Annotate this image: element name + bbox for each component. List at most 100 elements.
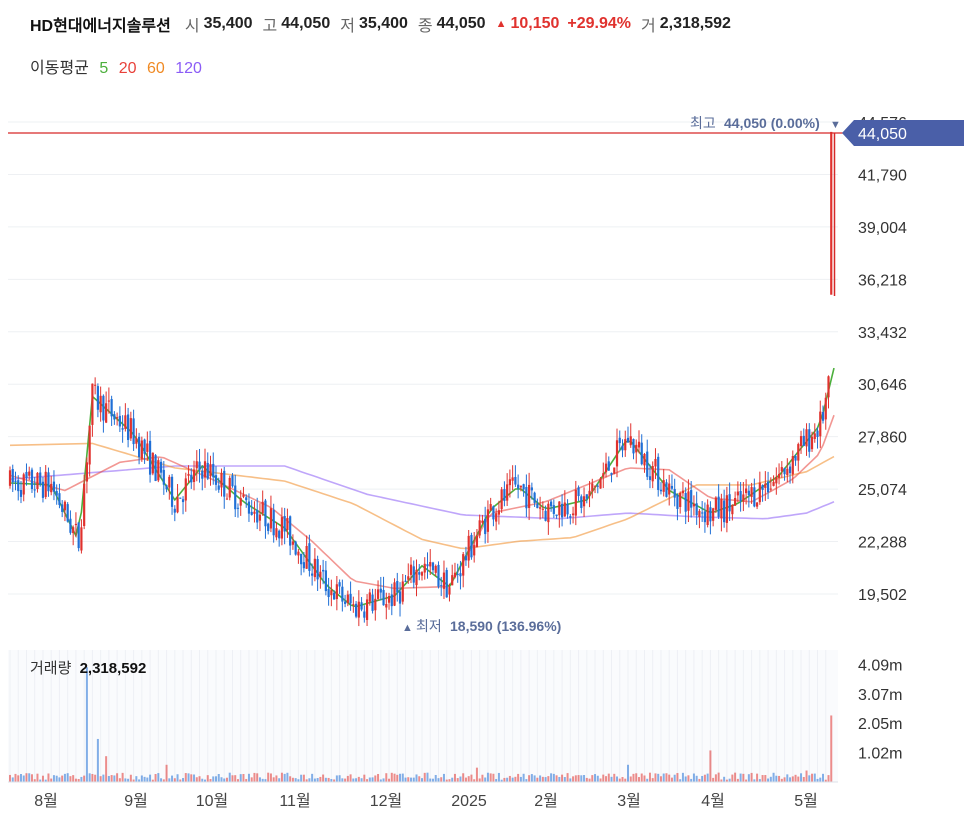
volume-bar [63,773,66,782]
candle-body [805,429,808,447]
candle-body [824,397,827,420]
volume-bar [209,779,212,782]
candle-body [261,501,264,514]
volume-bar [36,773,39,782]
candle-body [739,491,742,501]
ma-120-label: 120 [175,60,202,77]
volume-bar [421,778,423,782]
volume-bar [377,773,380,782]
moving-average-legend[interactable]: 이동평균 5 20 60 120 [30,54,208,78]
candle-body [604,463,608,473]
volume-panel-value: 2,318,592 [79,660,147,677]
candle-body [736,491,739,496]
candle-body [110,399,113,417]
volume-bar [783,777,786,782]
x-tick-label: 9월 [124,792,148,810]
volume-bar [360,778,363,782]
volume-bar [261,778,264,782]
volume-bar [330,779,333,782]
volume-bar [662,773,665,782]
candle-body [66,504,69,522]
candle-body [615,440,619,467]
candle-body [769,488,772,490]
volume-bar [22,775,25,782]
candle-body [69,518,72,533]
volume-background [8,650,838,782]
current-price-tag[interactable] [842,120,964,146]
candle-body [11,469,14,483]
candle-body [698,510,701,517]
candle-body [709,507,712,522]
volume-bar [547,776,550,782]
volume-bar [283,773,286,782]
candle-body [170,476,174,507]
volume-bar [610,776,613,782]
candle-body [302,562,305,569]
y-tick-label: 25,074 [858,482,907,499]
candle-body [124,415,127,429]
volume-bar [786,774,789,782]
volume-bar [253,772,256,782]
candle-body [448,587,451,595]
candle-body [385,603,388,608]
candle-body [349,593,352,604]
candle-body [827,376,830,398]
candle-body [371,594,374,611]
candle-body [810,436,814,450]
candle-body [511,477,514,481]
candle-body [319,571,322,578]
volume-bar [695,775,698,782]
candle-body [646,451,649,477]
volume-bar [692,773,695,782]
candle-body [289,516,292,546]
volume-bar [423,772,426,782]
volume-bar [19,774,22,782]
volume-bar [572,776,575,782]
volume-bar [731,774,734,782]
candle-body [434,565,437,573]
candle-body [657,456,660,490]
volume-bar [758,779,761,782]
volume-bar [753,779,756,782]
volume-bar [599,778,602,782]
volume-bar [541,776,544,782]
candle-body [113,414,116,420]
candle-body [786,468,789,476]
volume-bar [231,775,234,782]
volume-bar [813,773,816,782]
candle-body [753,487,756,507]
volume-bar [566,773,569,782]
volume-bar [96,738,99,782]
volume-bar [77,778,80,782]
volume-bar [206,775,209,782]
candle-body [409,564,413,575]
volume-bar [640,773,643,782]
candle-body [676,495,679,509]
volume-bar [767,778,770,782]
volume-bar [445,779,448,782]
volume-bar [802,776,805,782]
candle-body [316,559,319,580]
candle-body [272,509,275,536]
close-value: 44,050 [436,15,486,32]
candle-body [404,580,407,582]
y-tick-label: 22,288 [858,535,907,552]
candle-body [799,436,803,447]
volume-bar [670,777,673,782]
volume-bar [508,775,511,782]
stock-name: HD현대에너지솔루션 [30,18,171,35]
candle-body [357,601,360,618]
candle-body [423,563,426,573]
candle-body [577,487,580,497]
volume-bar [88,773,91,782]
candle-body [396,581,399,593]
max-down-icon: ▼ [830,119,841,131]
x-tick-label: 4월 [701,792,725,810]
volume-bar [138,779,141,782]
candle-body [228,477,231,498]
volume-bar [822,773,825,782]
candle-body [217,485,220,490]
volume-bar [14,773,17,782]
volume-bar [415,774,418,782]
